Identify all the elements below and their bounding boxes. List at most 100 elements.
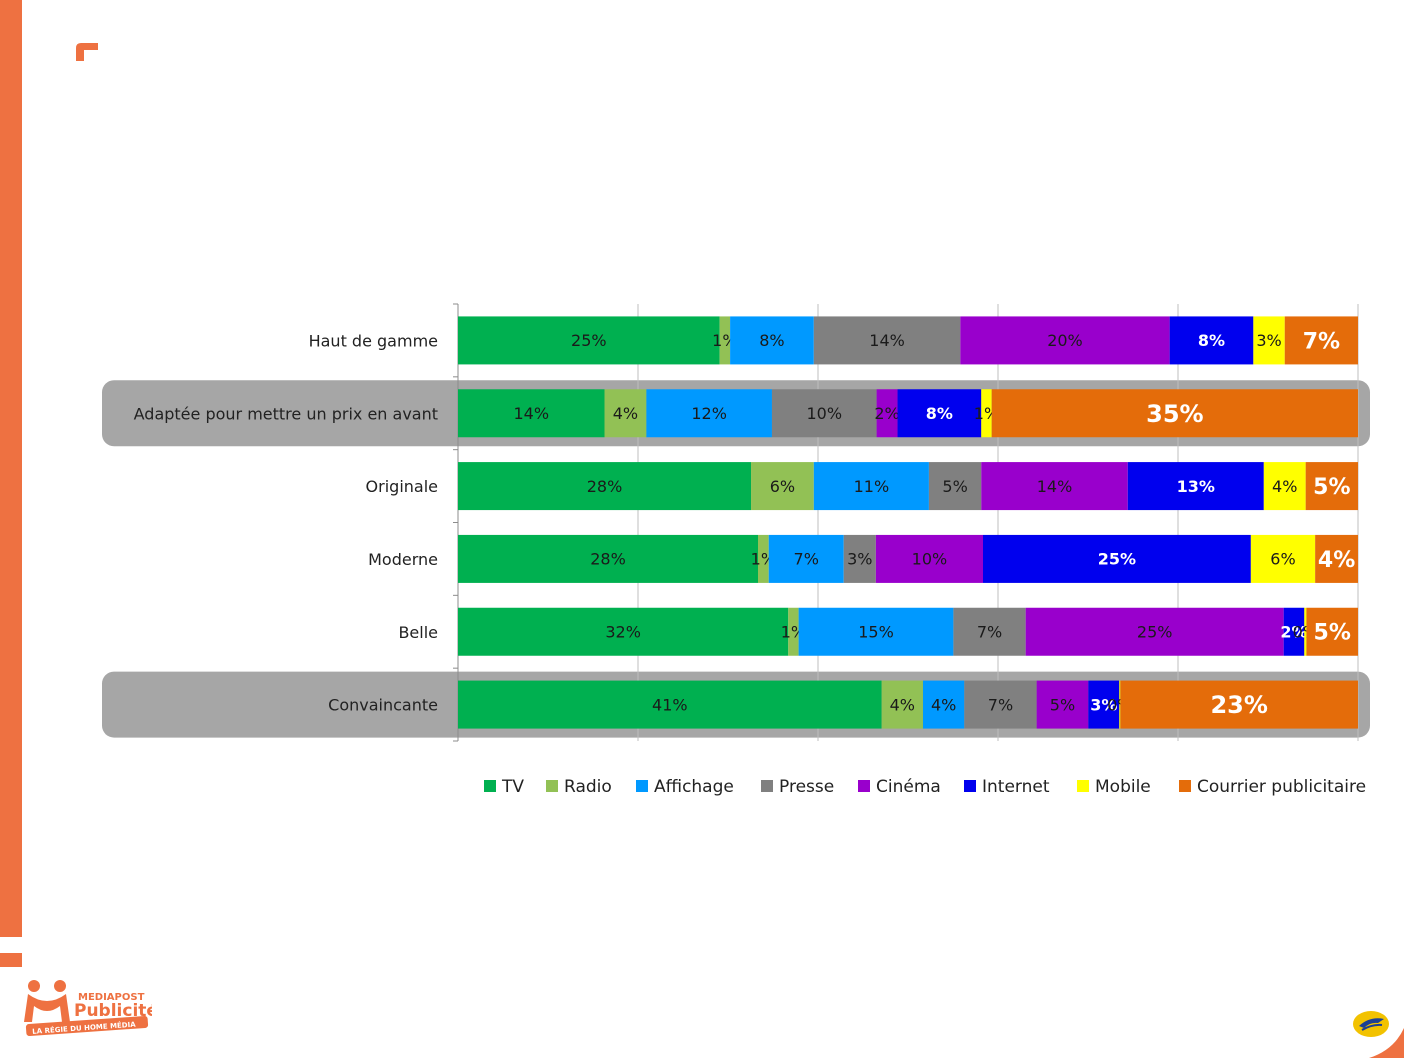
bar-segment-tv [458, 316, 720, 365]
accent-stripe [0, 0, 22, 937]
bar-segment-presse [771, 389, 877, 438]
data-label-cinema: 2% [874, 404, 899, 423]
bar-segment-cinema [876, 389, 898, 438]
data-label-tv: 14% [513, 404, 549, 423]
category-label: Originale [366, 477, 438, 496]
bar-segment-radio [604, 389, 647, 438]
legend-swatch-tv [484, 780, 496, 792]
logo-line2: Publicité [74, 1001, 152, 1021]
legend-swatch-mobile [1077, 780, 1089, 792]
data-label-internet: 25% [1098, 550, 1136, 569]
data-label-cinema: 20% [1047, 331, 1083, 350]
data-label-courrier-publicitaire: 5% [1314, 621, 1351, 646]
data-label-presse: 14% [869, 331, 905, 350]
bar-segment-cinema [960, 316, 1170, 365]
bar-segment-affichage [798, 607, 954, 656]
bar-segment-cinema [981, 462, 1128, 511]
bar-segment-courrier-publicitaire [1306, 607, 1358, 656]
bar-segment-radio [751, 462, 814, 511]
bar-segment-internet [1283, 607, 1305, 656]
logo-line1: MEDIAPOST [78, 992, 145, 1003]
bar-segment-presse [953, 607, 1026, 656]
chart-bars: 25% 1% 8% 14% 20% 8% 3% 7%14% 4% 12% 10% 2% 8% 1% 35%2… [458, 316, 1358, 729]
data-label-affichage: 15% [858, 623, 894, 642]
data-label-courrier-publicitaire: 5% [1313, 475, 1350, 500]
bar-segment-courrier-publicitaire [1315, 534, 1358, 583]
bar-segment-tv [458, 607, 789, 656]
bar-segment-internet [1127, 462, 1264, 511]
legend-swatch-internet [964, 780, 976, 792]
corner-swoosh-icon [1369, 1028, 1404, 1058]
data-label-affichage: 12% [691, 404, 727, 423]
legend-label-affichage: Affichage [654, 777, 734, 797]
legend-swatch-cinema [858, 780, 870, 792]
legend-swatch-presse [761, 780, 773, 792]
legend-label-mobile: Mobile [1095, 777, 1151, 797]
data-label-tv: 25% [571, 331, 607, 350]
data-label-internet: 3% [1090, 695, 1117, 714]
mediapost-logo-icon: MEDIAPOST Publicité LA RÉGIE DU HOME MÉD… [24, 980, 158, 1037]
data-label-affichage: 7% [794, 550, 819, 569]
bar-segment-radio [719, 316, 731, 365]
data-label-presse: 7% [977, 623, 1002, 642]
category-label: Haut de gamme [309, 331, 438, 350]
legend-label-courrier-publicitaire: Courrier publicitaire [1197, 777, 1366, 797]
accent-block [0, 953, 22, 967]
bar-segment-mobile [1250, 534, 1316, 583]
legend-label-tv: TV [501, 777, 524, 797]
category-label: Moderne [368, 550, 438, 569]
bar-segment-internet [983, 534, 1251, 583]
bar-segment-tv [458, 534, 758, 583]
bar-segment-mobile [1263, 462, 1306, 511]
data-label-affichage: 11% [854, 477, 890, 496]
category-label: Adaptée pour mettre un prix en avant [134, 404, 438, 423]
bar-segment-presse [813, 316, 961, 365]
legend-label-internet: Internet [982, 777, 1050, 797]
bar-segment-cinema [1036, 680, 1089, 729]
data-label-radio: 6% [770, 477, 795, 496]
bar-segment-courrier-publicitaire [1305, 462, 1358, 511]
data-label-presse: 7% [988, 695, 1013, 714]
data-label-affichage: 8% [759, 331, 784, 350]
data-label-internet: 8% [926, 404, 953, 423]
bar-segment-affichage [922, 680, 965, 729]
data-label-internet: 2% [1280, 623, 1307, 642]
bar-segment-tv [458, 389, 605, 438]
legend-label-radio: Radio [564, 777, 612, 797]
data-label-courrier-publicitaire: 35% [1146, 400, 1203, 428]
bar-segment-mobile [981, 389, 992, 438]
data-label-mobile: 4% [1272, 477, 1297, 496]
bar-segment-radio [758, 534, 769, 583]
legend-label-cinema: Cinéma [876, 777, 941, 797]
bar-segment-presse [928, 462, 982, 511]
data-label-radio: 4% [613, 404, 638, 423]
data-label-tv: 28% [590, 550, 626, 569]
bar-segment-mobile [1253, 316, 1285, 365]
chart-grid [453, 303, 1359, 742]
bar-segment-internet [1169, 316, 1254, 365]
chart-legend: TV Radio Affichage Presse Cinéma Internet Mobi… [484, 777, 1366, 797]
la-poste-logo-icon [1353, 1011, 1389, 1037]
bar-segment-cinema [875, 534, 983, 583]
bar-segment-courrier-publicitaire [991, 389, 1358, 438]
bar-segment-internet [1088, 680, 1120, 729]
mediapost-logo: MEDIAPOST Publicité LA RÉGIE DU HOME MÉD… [22, 978, 158, 1037]
data-label-radio: 4% [890, 695, 915, 714]
bar-segment-affichage [813, 462, 929, 511]
data-label-presse: 3% [847, 550, 872, 569]
bar-segment-courrier-publicitaire [1120, 680, 1358, 729]
bar-segment-mobile [1119, 680, 1121, 729]
bar-segment-affichage [768, 534, 844, 583]
category-label: Convaincante [328, 696, 438, 715]
data-label-presse: 5% [942, 477, 967, 496]
bar-segment-tv [458, 462, 752, 511]
category-labels: Haut de gamme Adaptée pour mettre un prix… [134, 331, 438, 714]
data-label-internet: 13% [1177, 477, 1215, 496]
bar-segment-radio [881, 680, 923, 729]
bar-segment-cinema [1025, 607, 1284, 656]
legend-swatch-affichage [636, 780, 648, 792]
data-label-courrier-publicitaire: 4% [1318, 548, 1355, 573]
bar-segment-radio [788, 607, 799, 656]
data-label-mobile: 3% [1256, 331, 1281, 350]
